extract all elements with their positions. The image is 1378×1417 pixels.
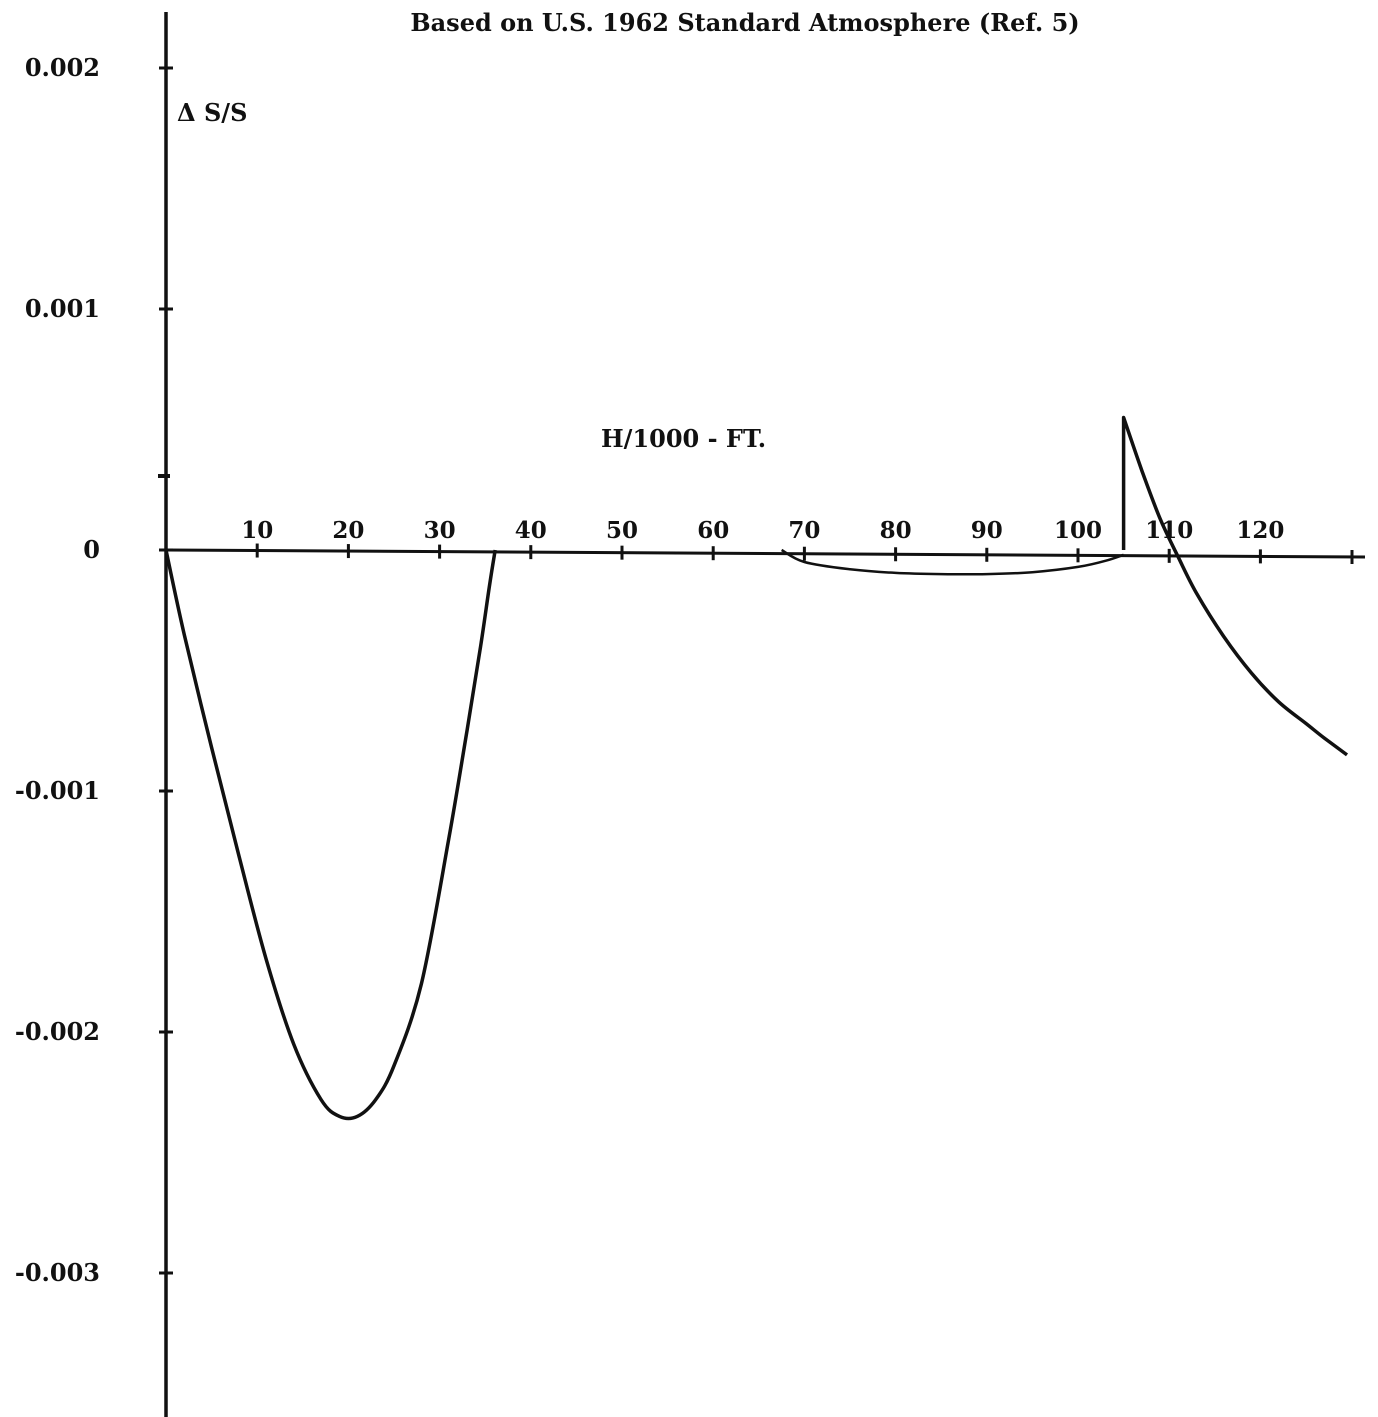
x-tick-label: 10 (241, 517, 273, 544)
x-tick-label: 120 (1236, 517, 1284, 544)
series-line (1121, 415, 1349, 757)
x-axis-label: H/1000 - FT. (601, 424, 766, 453)
y-tick-label: 0 (83, 535, 100, 564)
y-tick-label: 0.002 (25, 53, 100, 82)
x-tick-label: 20 (332, 517, 364, 544)
chart-title: Based on U.S. 1962 Standard Atmosphere (… (410, 8, 1079, 37)
x-tick-label: 30 (424, 517, 456, 544)
x-tick-label: 50 (606, 517, 638, 544)
ticks-layer: 10 20 30 40 50 60 70 80 90 100 110 1200.0020.0010-0… (15, 53, 1354, 1287)
series-layer (164, 415, 1349, 1121)
x-tick-label: 80 (880, 517, 912, 544)
x-tick-label: 40 (515, 517, 547, 544)
y-tick-label: 0.001 (25, 294, 100, 323)
x-tick-label: 60 (697, 517, 729, 544)
y-tick-label: -0.002 (15, 1017, 100, 1046)
x-tick-label: 70 (788, 517, 820, 544)
series-line (164, 549, 497, 1121)
series-line (780, 548, 1125, 576)
y-tick-label: -0.001 (15, 776, 100, 805)
y-tick-label: -0.003 (15, 1258, 100, 1287)
x-tick-label: 90 (971, 517, 1003, 544)
y-axis-label: Δ S/S (177, 98, 247, 127)
x-axis (165, 548, 1366, 559)
x-tick-label: 100 (1054, 517, 1102, 544)
